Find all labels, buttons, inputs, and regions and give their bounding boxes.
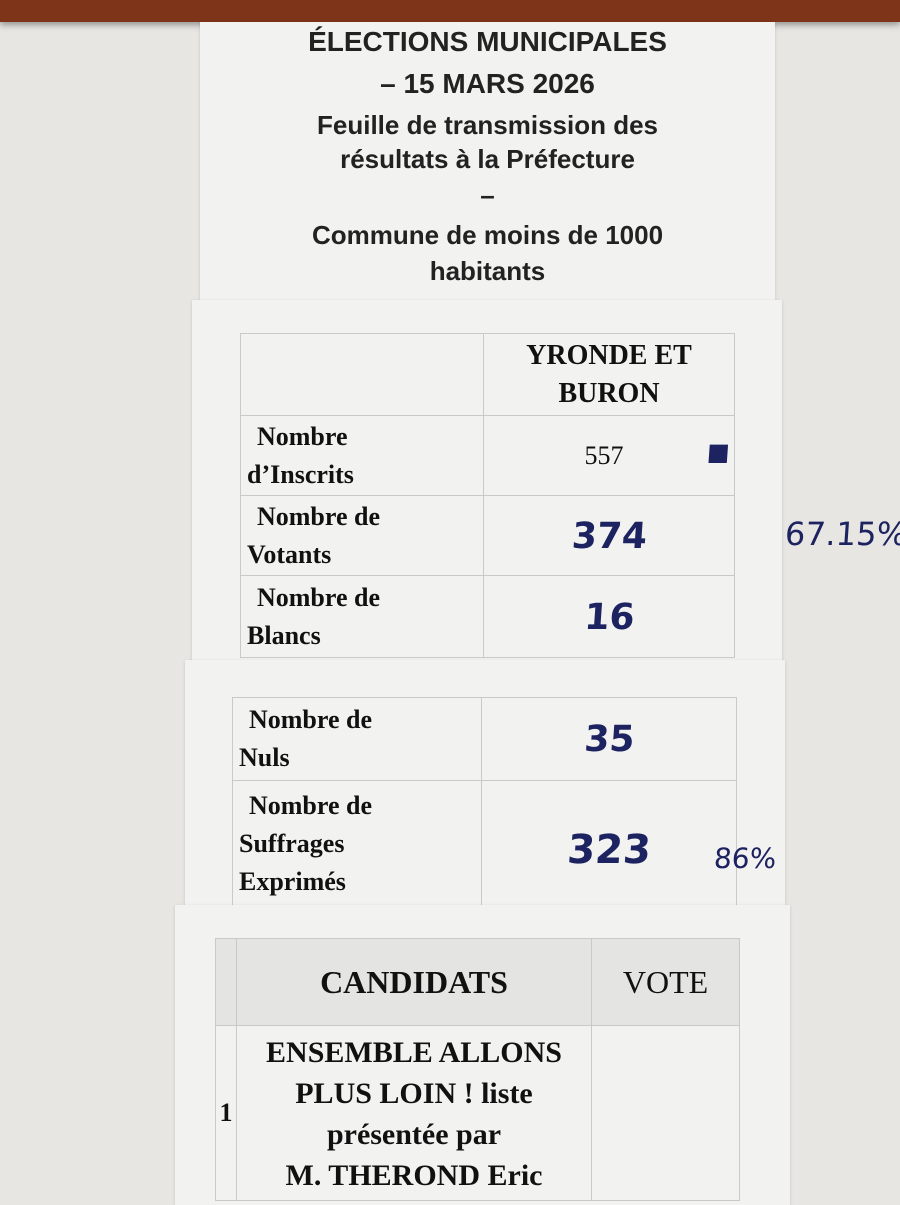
ink-blot: ■ bbox=[706, 438, 731, 466]
table-row: Nombre de Nuls 35 bbox=[232, 697, 740, 781]
blancs-value: 16 bbox=[480, 575, 738, 658]
votants-percent-note: 67.15% bbox=[783, 515, 900, 553]
candidates-table: CANDIDATS VOTE 1 ENSEMBLE ALLONS PLUS LO… bbox=[215, 938, 740, 1201]
table-row: Nombre de Suffrages Exprimés 323 bbox=[232, 780, 741, 908]
exprimes-percent-note: 86% bbox=[712, 842, 778, 875]
nuls-value: 35 bbox=[478, 697, 740, 781]
results-table-1: YRONDE ET BURON Nombre d’Inscrits 557 ■ N… bbox=[240, 333, 738, 658]
candidate-number: 1 bbox=[215, 1025, 237, 1201]
votants-label: Nombre de Votants bbox=[240, 495, 484, 576]
candidates-sheet: CANDIDATS VOTE 1 ENSEMBLE ALLONS PLUS LO… bbox=[175, 905, 790, 1205]
inscrits-label: Nombre d’Inscrits bbox=[240, 415, 484, 496]
subtitle-line1: Feuille de transmission des bbox=[317, 110, 658, 140]
header-candidats: CANDIDATS bbox=[236, 938, 592, 1026]
table-row: Nombre de Votants 374 bbox=[240, 495, 738, 576]
blancs-label: Nombre de Blancs bbox=[240, 575, 484, 658]
results-sheet-2: Nombre de Nuls 35 Nombre de Suffrages Expri… bbox=[185, 660, 785, 910]
table-row: 1 ENSEMBLE ALLONS PLUS LOIN ! liste prés… bbox=[215, 1025, 740, 1201]
exprimes-value: 323 bbox=[477, 780, 741, 908]
title-line1: ÉLECTIONS MUNICIPALES bbox=[308, 26, 667, 57]
table-row: Nombre d’Inscrits 557 ■ bbox=[240, 415, 735, 496]
results-table-2: Nombre de Nuls 35 Nombre de Suffrages Expri… bbox=[232, 697, 741, 908]
exprimes-label: Nombre de Suffrages Exprimés bbox=[232, 780, 482, 908]
commune-line1: Commune de moins de 1000 bbox=[311, 220, 664, 250]
dash: – bbox=[480, 180, 495, 210]
candidate-vote bbox=[591, 1025, 740, 1201]
inscrits-value: 557 bbox=[584, 440, 624, 470]
orange-banner bbox=[0, 0, 900, 22]
header-sheet: ÉLECTIONS MUNICIPALES – 15 MARS 2026 Feu… bbox=[200, 22, 775, 302]
votants-value: 374 bbox=[480, 495, 738, 576]
commune-line2: habitants bbox=[429, 256, 546, 286]
commune-name: YRONDE ET BURON bbox=[483, 333, 735, 416]
candidate-list: ENSEMBLE ALLONS PLUS LOIN ! liste présen… bbox=[236, 1025, 592, 1201]
results-sheet-1: YRONDE ET BURON Nombre d’Inscrits 557 ■ N… bbox=[192, 300, 782, 665]
title-line2: – 15 MARS 2026 bbox=[380, 68, 595, 99]
table-row: Nombre de Blancs 16 bbox=[240, 575, 738, 658]
header-vote: VOTE bbox=[591, 938, 740, 1026]
nuls-label: Nombre de Nuls bbox=[232, 697, 482, 781]
subtitle-line2: résultats à la Préfecture bbox=[340, 144, 635, 174]
